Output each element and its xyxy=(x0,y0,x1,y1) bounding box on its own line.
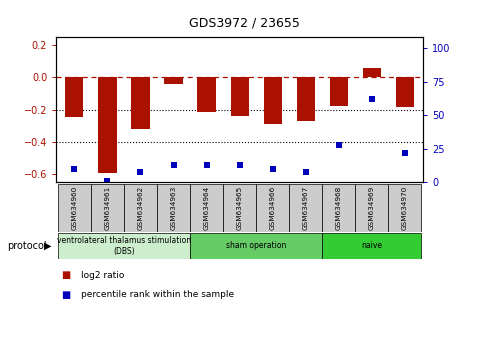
Text: GSM634963: GSM634963 xyxy=(170,186,176,230)
Text: GSM634960: GSM634960 xyxy=(71,186,77,230)
Bar xyxy=(256,184,288,232)
Bar xyxy=(131,78,149,129)
Bar xyxy=(329,78,347,106)
Text: GSM634970: GSM634970 xyxy=(401,186,407,230)
Text: sham operation: sham operation xyxy=(225,241,286,250)
Bar xyxy=(362,68,380,78)
Text: GSM634961: GSM634961 xyxy=(104,186,110,230)
Text: GSM634965: GSM634965 xyxy=(236,186,242,230)
Text: GSM634968: GSM634968 xyxy=(335,186,341,230)
Point xyxy=(235,162,243,168)
Text: log2 ratio: log2 ratio xyxy=(81,270,124,280)
Text: GDS3972 / 23655: GDS3972 / 23655 xyxy=(189,17,299,29)
Bar xyxy=(230,78,248,116)
Text: GSM634962: GSM634962 xyxy=(137,186,143,230)
Point xyxy=(169,162,177,168)
Bar xyxy=(387,184,420,232)
Point xyxy=(367,96,375,102)
Bar xyxy=(322,233,421,259)
Bar xyxy=(124,184,157,232)
Text: GSM634966: GSM634966 xyxy=(269,186,275,230)
Bar xyxy=(98,78,116,173)
Text: naive: naive xyxy=(361,241,382,250)
Text: GSM634967: GSM634967 xyxy=(302,186,308,230)
Point xyxy=(400,150,408,156)
Bar xyxy=(322,184,354,232)
Text: protocol: protocol xyxy=(7,241,47,251)
Point xyxy=(301,169,309,175)
Text: ■: ■ xyxy=(61,290,70,299)
Bar xyxy=(58,233,190,259)
Bar xyxy=(223,184,255,232)
Text: ■: ■ xyxy=(61,270,70,280)
Point xyxy=(70,166,78,172)
Bar xyxy=(355,184,387,232)
Text: ventrolateral thalamus stimulation
(DBS): ventrolateral thalamus stimulation (DBS) xyxy=(57,236,191,256)
Bar xyxy=(197,78,215,112)
Point xyxy=(202,162,210,168)
Bar xyxy=(289,184,322,232)
Text: ▶: ▶ xyxy=(44,241,51,251)
Text: percentile rank within the sample: percentile rank within the sample xyxy=(81,290,233,299)
Text: GSM634964: GSM634964 xyxy=(203,186,209,230)
Bar xyxy=(263,78,281,124)
Bar xyxy=(190,233,322,259)
Point xyxy=(136,169,144,175)
Bar xyxy=(164,78,182,84)
Bar xyxy=(65,78,83,117)
Bar xyxy=(58,184,91,232)
Bar xyxy=(157,184,189,232)
Point xyxy=(334,142,342,148)
Point xyxy=(268,166,276,172)
Point xyxy=(103,178,111,184)
Bar xyxy=(296,78,314,121)
Bar xyxy=(395,78,413,107)
Bar xyxy=(91,184,123,232)
Bar xyxy=(190,184,223,232)
Text: GSM634969: GSM634969 xyxy=(368,186,374,230)
